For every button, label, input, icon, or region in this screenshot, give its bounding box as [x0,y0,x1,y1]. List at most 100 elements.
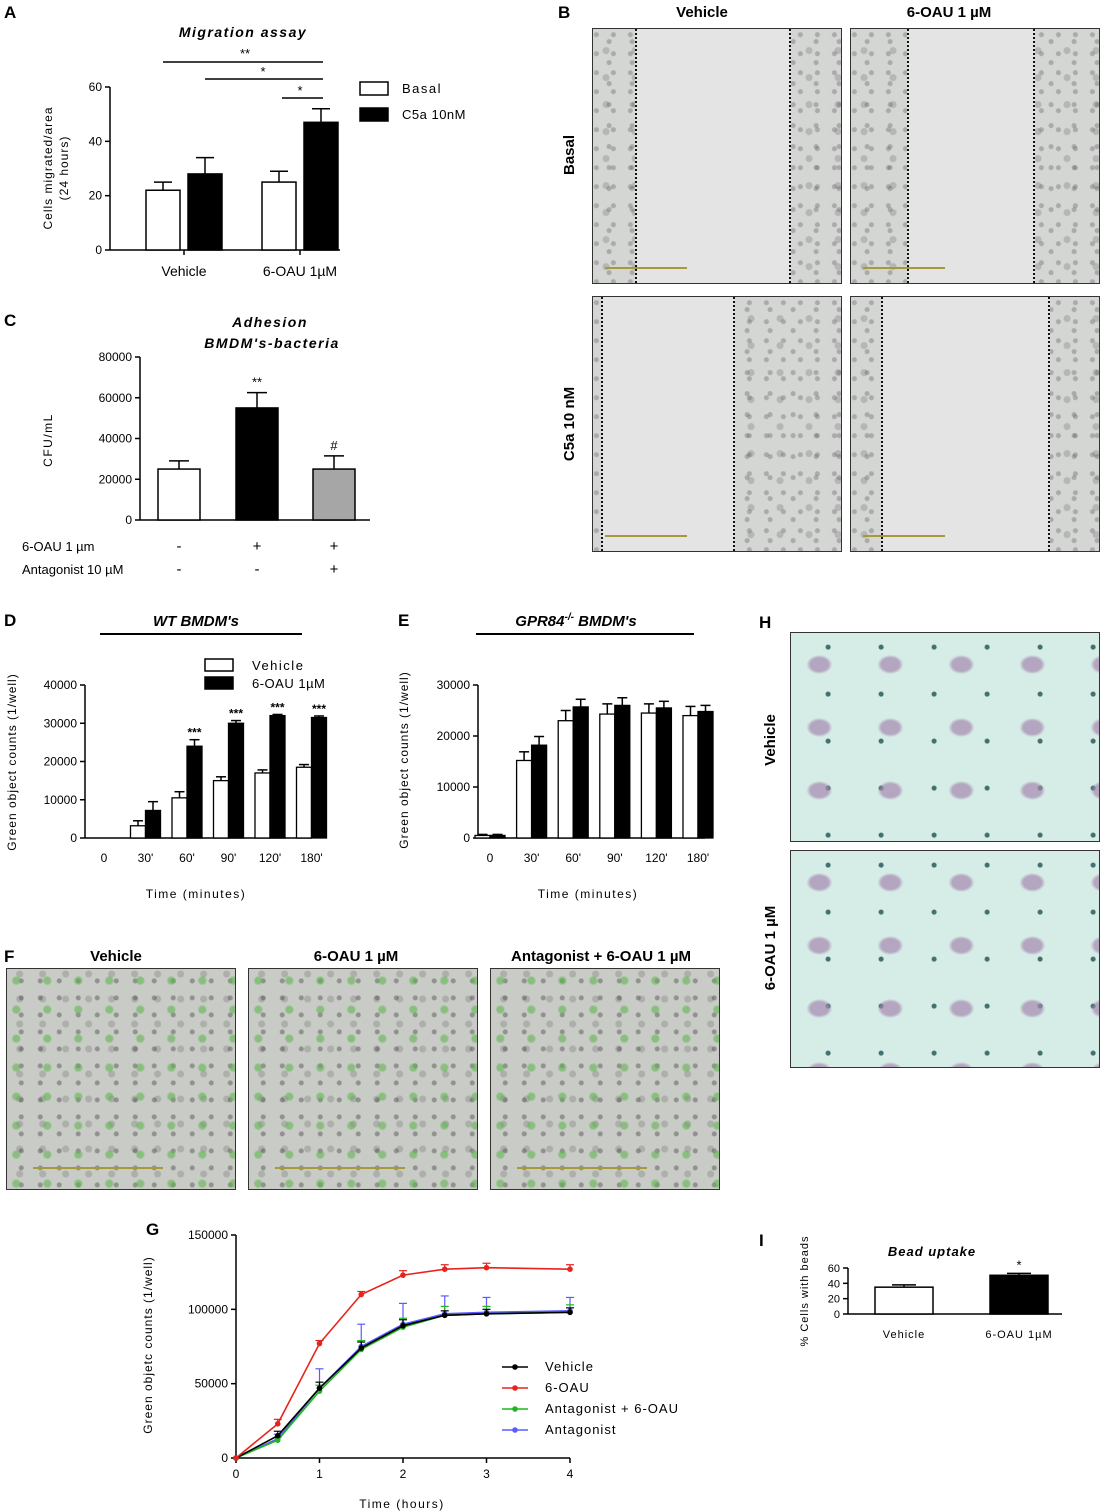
chart-e-y-tick-label-3: 30000 [437,678,471,692]
chart-g-point-0-5 [441,1312,448,1319]
chart-e-title-rest: BMDM's [574,613,637,630]
chart-d-wt-bmdms: WT BMDM's Green object counts (1/well) T… [5,613,328,901]
chart-g-y-tick-label-3: 150000 [188,1228,228,1242]
chart-g-line-0 [235,1311,571,1459]
chart-e-bar-1-0 [515,759,533,839]
chart-i-bar-0 [874,1286,934,1315]
chart-g-ylabel: Green objetc counts (1/well) [141,1256,155,1433]
chart-d-y-tick-label-2: 20000 [44,755,78,769]
chart-a-y-tick-label-3: 60 [89,80,103,94]
chart-c-y-tick-label-4: 80000 [99,350,133,364]
chart-e-bar-0-1 [489,834,506,839]
chart-g-legend-marker-3 [512,1427,518,1433]
chart-a-y-tick-label-0: 0 [95,243,102,257]
chart-c-bar-0 [157,468,201,521]
chart-c-bar-2 [312,468,356,521]
panel-label-b: B [558,3,570,22]
chart-a-bar-0-1 [187,173,223,251]
chart-c-adhesion: Adhesion BMDM's-bacteria CFU/mL 0 20000 40… [22,314,370,578]
chart-d-x-label-5: 180' [300,851,322,865]
chart-d-x-label-3: 90' [221,851,237,865]
chart-d-bar-3-1 [227,722,245,839]
chart-g-x-tick-label-2: 2 [400,1467,407,1481]
chart-e-title-sup: -/- [565,612,575,623]
chart-g-x-tick-label-1: 1 [316,1467,323,1481]
chart-e-x-label-3: 90' [607,851,623,865]
chart-a-ylabel-line2: (24 hours) [57,136,71,201]
panel-label-f: F [4,947,14,966]
panel-label-h: H [759,613,771,632]
chart-g-point-0-1 [274,1432,281,1439]
chart-e-bar-1-1 [530,744,548,839]
chart-g-legend-label-3: Antagonist [545,1422,616,1437]
sig-label-1: ** [240,46,250,61]
chart-c-bar-1 [235,407,279,521]
chart-c-annot-1: ** [252,375,262,390]
chart-g-point-1-6 [483,1264,490,1271]
chart-d-title: WT BMDM's [153,613,239,630]
panel-b-col-6oau: 6-OAU 1 µM [907,4,992,21]
chart-d-annot-2: *** [187,726,201,740]
chart-g-line-2 [235,1311,571,1459]
legend-a-basal: Basal [402,81,442,96]
chart-g-point-0-7 [567,1309,573,1316]
chart-c-condition-0-0: - [177,538,182,555]
micrograph-h-vehicle [790,632,1100,842]
chart-c-condition-label-1: Antagonist 10 µM [22,562,123,577]
micrograph-b-basal-vehicle [592,28,842,284]
chart-g-point-1-1 [274,1421,281,1427]
chart-d-y-tick-label-4: 40000 [44,678,78,692]
chart-g-time-course: Green objetc counts (1/well) Time (hours… [141,1228,679,1511]
chart-d-y-tick-label-3: 30000 [44,716,78,730]
legend-d-vehicle: Vehicle [252,658,304,673]
chart-i-annot-1: * [1016,1257,1021,1272]
chart-g-y-tick-label-0: 0 [221,1451,228,1465]
panel-h-row-6oau: 6-OAU 1 µM [762,906,779,991]
chart-g-x-tick-label-0: 0 [233,1467,240,1481]
panel-f-label-antagonist: Antagonist + 6-OAU 1 µM [511,948,691,965]
chart-a-bar-0-0 [145,189,181,251]
chart-d-ylabel: Green object counts (1/well) [5,673,19,850]
chart-g-point-1-0 [233,1455,239,1461]
chart-e-y-tick-label-1: 10000 [437,780,471,794]
panel-label-d: D [4,611,16,630]
chart-g-point-2-1 [274,1437,281,1443]
chart-g-y-tick-label-1: 50000 [195,1377,229,1391]
chart-a-ylabel: Cells migrated/area (24 hours) [41,106,71,229]
chart-c-condition-0-1: + [253,538,262,555]
chart-d-bar-1-0 [129,825,147,839]
chart-c-condition-1-0: - [177,561,182,578]
legend-d-swatch-vehicle [204,658,234,672]
panel-f-label-vehicle: Vehicle [90,948,142,965]
chart-d-annot-5: *** [312,702,326,716]
chart-g-point-1-3 [358,1291,365,1298]
chart-g-x-tick-label-3: 3 [483,1467,490,1481]
chart-d-y-tick-label-0: 0 [70,831,77,845]
chart-d-bar-2-1 [186,745,203,839]
chart-c-y-tick-label-2: 40000 [99,432,133,446]
chart-e-bar-5-0 [682,714,699,839]
chart-c-y-tick-label-0: 0 [125,513,132,527]
chart-e-bar-0-0 [474,834,491,839]
chart-c-condition-1-2: + [330,561,339,578]
panel-label-i: I [759,1231,764,1250]
chart-a-migration-assay: Migration assay Cells migrated/area (24 h… [41,24,465,279]
chart-i-x-label-1: 6-OAU 1µM [985,1329,1052,1341]
chart-a-ylabel-line1: Cells migrated/area [41,106,55,229]
chart-g-legend-marker-0 [512,1364,518,1370]
chart-g-point-0-4 [400,1322,406,1329]
chart-e-x-label-2: 60' [565,851,581,865]
chart-d-x-label-2: 60' [179,851,195,865]
chart-a-x-label-1: 6-OAU 1µM [263,263,337,279]
panel-label-c: C [4,311,16,330]
chart-e-bar-4-1 [655,707,673,839]
chart-g-legend-label-2: Antagonist + 6-OAU [545,1401,679,1416]
chart-g-legend-marker-2 [512,1406,518,1412]
sig-label-2: * [260,64,265,79]
chart-g-xlabel: Time (hours) [359,1497,445,1511]
chart-g-x-tick-label-4: 4 [567,1467,574,1481]
chart-i-bead-uptake: Bead uptake % Cells with beads 0 20 40 60 Ve… [799,1236,1062,1346]
micrograph-b-basal-6oau [850,28,1100,284]
legend-d-swatch-6oau [204,676,234,690]
